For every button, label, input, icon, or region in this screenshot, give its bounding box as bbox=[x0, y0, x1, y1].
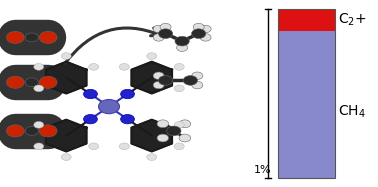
Circle shape bbox=[158, 29, 173, 39]
Circle shape bbox=[25, 78, 38, 87]
Circle shape bbox=[147, 53, 157, 59]
Circle shape bbox=[121, 114, 135, 124]
Circle shape bbox=[192, 29, 206, 39]
Circle shape bbox=[200, 25, 211, 33]
Circle shape bbox=[61, 154, 71, 160]
Circle shape bbox=[160, 23, 171, 31]
Circle shape bbox=[6, 76, 24, 88]
Circle shape bbox=[25, 33, 38, 42]
Circle shape bbox=[34, 143, 44, 150]
Circle shape bbox=[89, 64, 99, 70]
Circle shape bbox=[99, 99, 119, 114]
Circle shape bbox=[25, 126, 38, 135]
Polygon shape bbox=[46, 120, 87, 151]
Circle shape bbox=[183, 76, 198, 85]
Circle shape bbox=[119, 143, 129, 150]
Polygon shape bbox=[132, 62, 172, 94]
Circle shape bbox=[157, 120, 169, 128]
Circle shape bbox=[153, 81, 164, 89]
Circle shape bbox=[174, 64, 184, 70]
Circle shape bbox=[34, 64, 44, 70]
Circle shape bbox=[84, 114, 98, 124]
Circle shape bbox=[174, 143, 184, 150]
Text: C$_2$+: C$_2$+ bbox=[338, 12, 367, 28]
Circle shape bbox=[121, 89, 135, 99]
Circle shape bbox=[175, 36, 189, 46]
Circle shape bbox=[174, 85, 184, 92]
Circle shape bbox=[158, 76, 173, 85]
Circle shape bbox=[157, 134, 169, 142]
Circle shape bbox=[174, 122, 184, 128]
Circle shape bbox=[89, 143, 99, 150]
Circle shape bbox=[193, 23, 204, 31]
Circle shape bbox=[61, 53, 71, 59]
Circle shape bbox=[84, 89, 98, 99]
Polygon shape bbox=[132, 120, 172, 151]
Circle shape bbox=[167, 126, 181, 136]
Circle shape bbox=[39, 76, 57, 88]
Circle shape bbox=[192, 81, 203, 89]
Circle shape bbox=[34, 122, 44, 128]
Circle shape bbox=[153, 72, 164, 79]
Circle shape bbox=[179, 120, 191, 128]
Circle shape bbox=[6, 125, 24, 137]
Circle shape bbox=[192, 72, 203, 79]
Circle shape bbox=[177, 44, 187, 51]
Text: 1%: 1% bbox=[254, 165, 271, 175]
Circle shape bbox=[6, 31, 24, 43]
Circle shape bbox=[34, 85, 44, 92]
Polygon shape bbox=[46, 62, 87, 94]
Circle shape bbox=[179, 134, 191, 142]
Text: CH$_4$: CH$_4$ bbox=[338, 104, 366, 120]
Circle shape bbox=[200, 34, 211, 41]
Circle shape bbox=[39, 125, 57, 137]
Circle shape bbox=[39, 31, 57, 43]
Circle shape bbox=[153, 25, 164, 33]
Circle shape bbox=[147, 154, 157, 160]
Circle shape bbox=[119, 64, 129, 70]
Circle shape bbox=[153, 34, 164, 41]
